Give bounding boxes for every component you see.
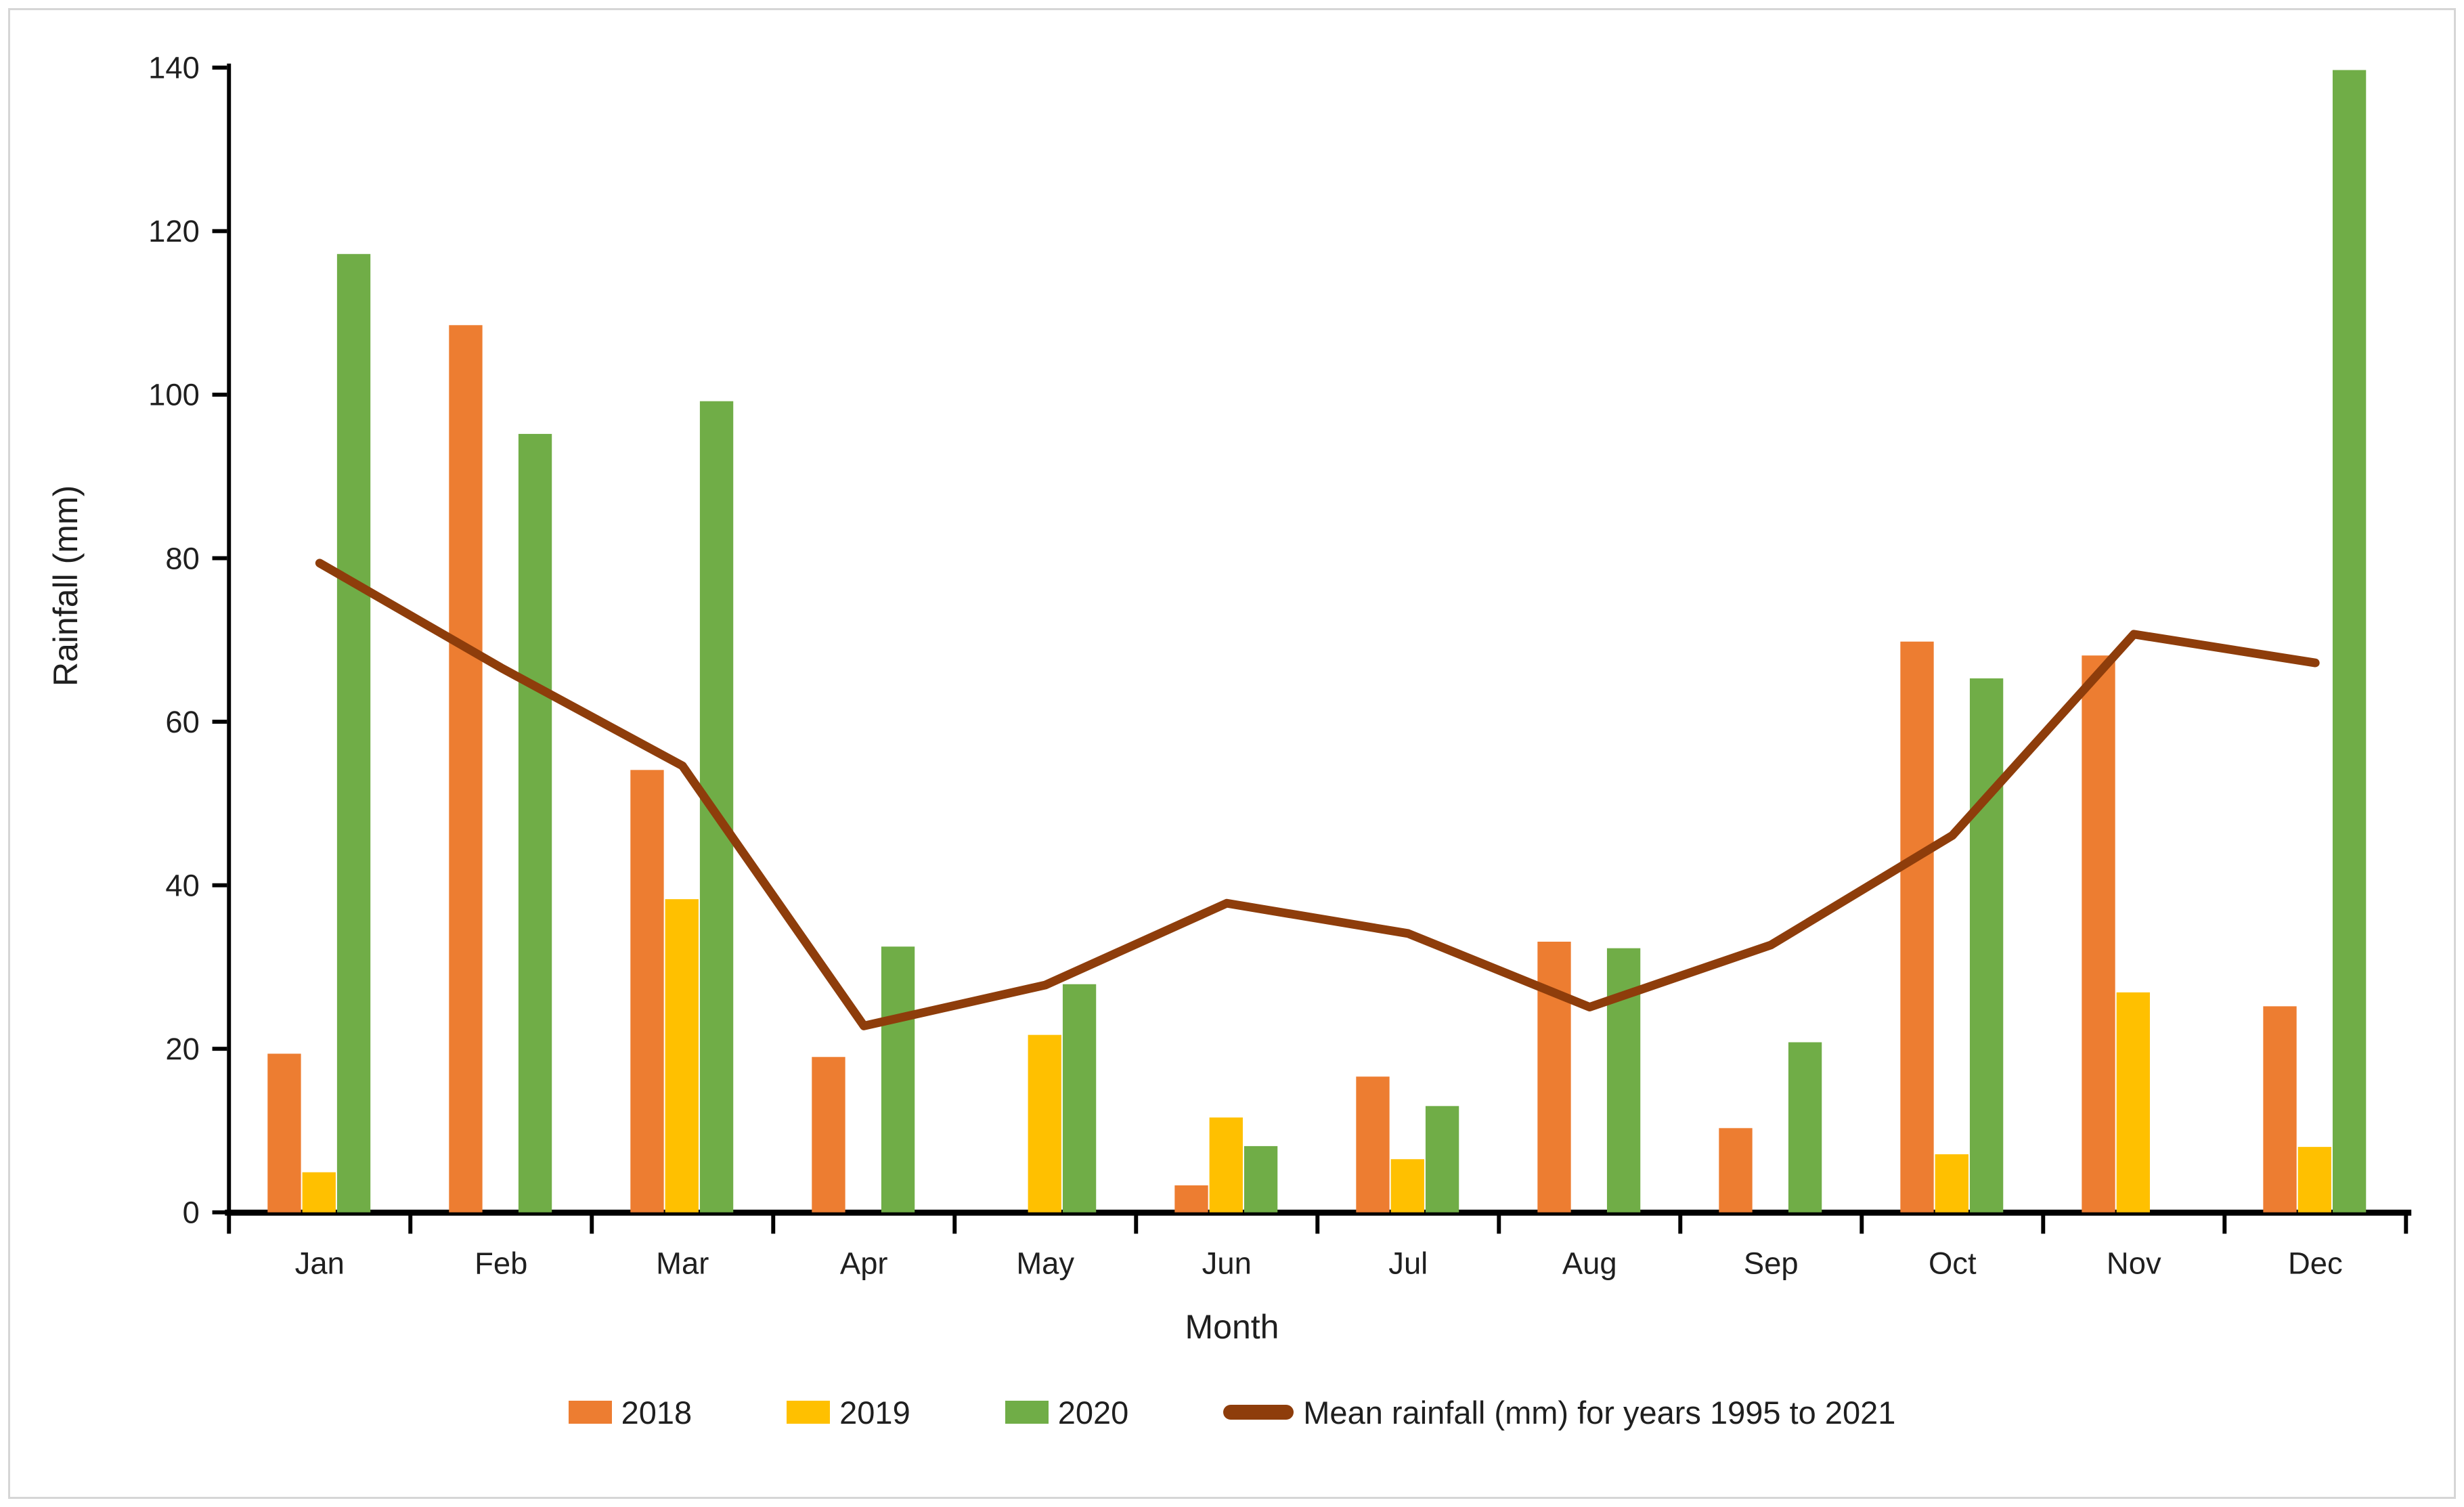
- x-tick: [408, 1215, 413, 1234]
- bar-2020-Jun: [1244, 1145, 1278, 1213]
- x-category-label: Sep: [1744, 1246, 1799, 1281]
- bar-2019-May: [1028, 1034, 1061, 1213]
- y-tick: [212, 229, 227, 234]
- mean-rainfall-line: [315, 559, 2320, 1030]
- legend-label: 2018: [621, 1394, 692, 1430]
- y-tick-label: 60: [165, 705, 199, 739]
- y-tick: [212, 65, 227, 70]
- x-tick: [2041, 1215, 2046, 1234]
- x-tick: [1134, 1215, 1139, 1234]
- x-tick: [227, 1215, 232, 1234]
- bar-2020-Jan: [336, 254, 371, 1213]
- bar-2018-Nov: [2082, 655, 2115, 1213]
- x-axis-line: [225, 1209, 2412, 1216]
- y-tick: [212, 883, 227, 888]
- y-tick: [212, 392, 227, 397]
- bar-2018-Sep: [1719, 1128, 1753, 1213]
- legend-item-2019: 2019: [787, 1394, 910, 1431]
- bar-2018-Jul: [1356, 1076, 1390, 1213]
- x-category-label: May: [1016, 1246, 1074, 1281]
- x-category-label: Mar: [656, 1246, 709, 1281]
- bar-2020-Mar: [699, 401, 734, 1213]
- bar-2018-Jun: [1174, 1185, 1208, 1213]
- bar-2019-Oct: [1935, 1154, 1968, 1213]
- x-axis-title: Month: [1185, 1308, 1279, 1346]
- bar-2020-May: [1062, 984, 1097, 1213]
- legend-swatch-2020: [1005, 1401, 1049, 1424]
- x-tick: [1497, 1215, 1501, 1234]
- x-category-label: Apr: [840, 1246, 888, 1281]
- x-category-label: Dec: [2288, 1246, 2343, 1281]
- legend-label: 2019: [839, 1394, 910, 1430]
- x-tick: [2404, 1215, 2408, 1234]
- bar-2018-Oct: [1900, 641, 1934, 1213]
- y-axis-title: Rainfall (mm): [47, 485, 85, 686]
- y-tick-label: 80: [165, 541, 199, 575]
- bar-2020-Dec: [2332, 70, 2367, 1213]
- legend-line-swatch: [1223, 1405, 1294, 1420]
- x-category-label: Aug: [1562, 1246, 1617, 1281]
- legend-item-2020: 2020: [1005, 1394, 1129, 1431]
- bar-2020-Oct: [1969, 678, 2004, 1213]
- bar-2019-Jul: [1390, 1159, 1424, 1213]
- bar-2019-Jun: [1209, 1117, 1243, 1213]
- rainfall-combo-chart: 0 20 40 60 80 100 120 140 Jan Feb Mar Apr May Jun Jul A…: [148, 51, 2412, 1281]
- x-category-label: Nov: [2107, 1246, 2161, 1281]
- y-tick-label: 0: [183, 1196, 200, 1230]
- y-tick: [212, 720, 227, 724]
- x-category-label: Oct: [1929, 1246, 1977, 1281]
- x-category-label: Jun: [1202, 1246, 1252, 1281]
- x-tick: [590, 1215, 594, 1234]
- x-tick: [1315, 1215, 1320, 1234]
- legend-label: Mean rainfall (mm) for years 1995 to 202…: [1303, 1394, 1896, 1430]
- x-category-label: Jul: [1388, 1246, 1428, 1281]
- legend-label: 2020: [1057, 1394, 1129, 1430]
- x-tick: [2222, 1215, 2227, 1234]
- legend: 2018 2019 2020 Mean rainfall (mm) for years…: [10, 1389, 2454, 1436]
- x-category-label: Jan: [295, 1246, 345, 1281]
- bar-2020-Apr: [881, 946, 915, 1213]
- y-tick: [212, 1047, 227, 1051]
- bar-2020-Feb: [518, 433, 552, 1213]
- legend-item-mean-line: Mean rainfall (mm) for years 1995 to 202…: [1223, 1394, 1895, 1431]
- x-tick: [1860, 1215, 1864, 1234]
- bar-2019-Nov: [2116, 992, 2150, 1213]
- x-tick: [1678, 1215, 1683, 1234]
- y-tick-label: 100: [148, 378, 200, 412]
- legend-swatch-2019: [787, 1401, 831, 1424]
- y-tick: [212, 556, 227, 561]
- bar-2018-Apr: [812, 1057, 845, 1213]
- legend-swatch-2018: [568, 1401, 612, 1424]
- bar-2018-Feb: [449, 325, 483, 1213]
- bar-2020-Jul: [1425, 1106, 1459, 1213]
- bar-2018-Jan: [267, 1053, 301, 1213]
- y-axis-line: [227, 63, 232, 1215]
- legend-item-2018: 2018: [568, 1394, 692, 1431]
- x-category-label: Feb: [475, 1246, 527, 1281]
- bar-2020-Sep: [1788, 1042, 1822, 1213]
- bar-2018-Dec: [2263, 1006, 2297, 1213]
- chart-frame: 0 20 40 60 80 100 120 140 Jan Feb Mar Apr May Jun Jul A…: [8, 8, 2456, 1499]
- bar-2019-Mar: [665, 899, 699, 1213]
- x-tick: [952, 1215, 957, 1234]
- y-tick-label: 120: [148, 214, 200, 248]
- bar-2018-Mar: [630, 770, 664, 1213]
- bar-2019-Jan: [302, 1172, 336, 1213]
- y-tick-label: 40: [165, 868, 199, 902]
- bar-2019-Dec: [2297, 1147, 2331, 1213]
- y-tick-label: 20: [165, 1032, 199, 1066]
- bar-2018-Aug: [1537, 941, 1571, 1213]
- y-tick: [212, 1210, 227, 1215]
- y-tick-label: 140: [148, 51, 200, 85]
- x-tick: [771, 1215, 776, 1234]
